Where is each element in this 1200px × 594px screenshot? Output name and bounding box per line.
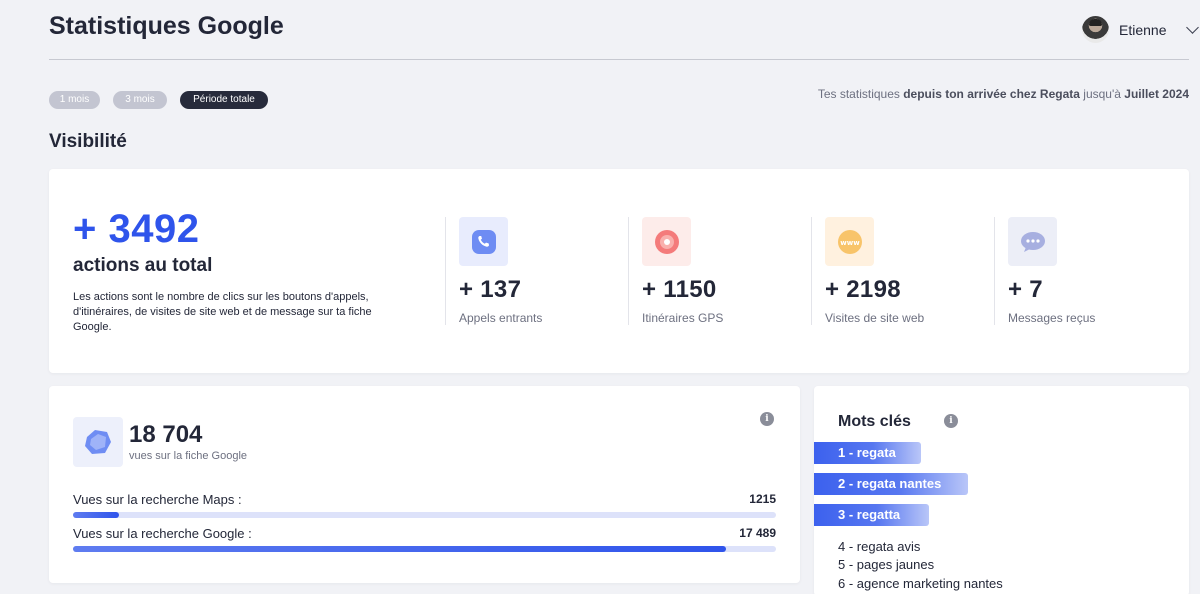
user-menu[interactable]: Etienne xyxy=(1082,16,1200,43)
metric-website-label: Visites de site web xyxy=(825,311,925,325)
filter-total-period-button[interactable]: Période totale xyxy=(180,91,268,109)
metric-gps-value: + 1150 xyxy=(642,276,717,303)
total-actions-description: Les actions sont le nombre de clics sur … xyxy=(73,291,372,333)
phone-icon xyxy=(459,217,508,266)
views-google-row: Vues sur la recherche Google : 17 489 xyxy=(73,526,776,552)
google-profile-icon xyxy=(73,417,123,467)
section-title-visibility: Visibilité xyxy=(49,131,127,152)
views-maps-progress xyxy=(73,512,776,518)
views-total-value: 18 704 xyxy=(129,421,203,448)
metric-gps-label: Itinéraires GPS xyxy=(642,311,724,325)
actions-card: + 3492 actions au total Les actions sont… xyxy=(49,169,1189,373)
views-total-label: vues sur la fiche Google xyxy=(129,450,248,462)
filter-1-month-button[interactable]: 1 mois xyxy=(49,91,100,109)
period-note-date: Juillet 2024 xyxy=(1124,87,1189,101)
views-google-label: Vues sur la recherche Google : xyxy=(73,526,252,541)
views-maps-value: 1215 xyxy=(749,492,776,506)
metric-website-value: + 2198 xyxy=(825,276,901,303)
metric-messages: + 7 Messages reçus xyxy=(994,217,1174,325)
user-name: Etienne xyxy=(1119,21,1167,38)
keyword-item: 6 - agence marketing nantes xyxy=(838,576,1003,591)
period-note-highlight: depuis ton arrivée chez Regata xyxy=(903,87,1080,101)
page-title: Statistiques Google xyxy=(49,12,284,40)
keyword-item: 3 - regatta xyxy=(814,504,929,526)
period-note-middle: jusqu'à xyxy=(1079,87,1125,101)
message-icon xyxy=(1008,217,1057,266)
filter-3-months-button[interactable]: 3 mois xyxy=(113,91,167,109)
metric-calls-value: + 137 xyxy=(459,276,522,303)
info-icon[interactable]: i xyxy=(760,412,774,426)
metric-messages-value: + 7 xyxy=(1008,276,1043,303)
views-google-value: 17 489 xyxy=(739,526,776,540)
metric-gps: + 1150 Itinéraires GPS xyxy=(628,217,808,325)
keyword-item: 5 - pages jaunes xyxy=(838,557,935,572)
metric-calls: + 137 Appels entrants xyxy=(445,217,625,325)
metric-website: www + 2198 Visites de site web xyxy=(811,217,991,325)
avatar xyxy=(1082,16,1109,43)
www-icon: www xyxy=(825,217,874,266)
keyword-item: 1 - regata xyxy=(814,442,921,464)
views-maps-label: Vues sur la recherche Maps : xyxy=(73,492,242,507)
keyword-item: 2 - regata nantes xyxy=(814,473,968,495)
period-note: Tes statistiques depuis ton arrivée chez… xyxy=(818,87,1189,101)
views-google-progress-fill xyxy=(73,546,727,552)
keywords-card: Mots clés i 1 - regata 2 - regata nantes… xyxy=(814,386,1189,594)
metric-calls-label: Appels entrants xyxy=(459,311,543,325)
total-actions-label: actions au total xyxy=(73,255,213,276)
metric-messages-label: Messages reçus xyxy=(1008,311,1096,325)
period-note-prefix: Tes statistiques xyxy=(817,87,904,101)
views-maps-row: Vues sur la recherche Maps : 1215 xyxy=(73,492,776,518)
views-google-progress xyxy=(73,546,776,552)
keyword-item: 4 - regata avis xyxy=(838,539,921,554)
total-actions-value: + 3492 xyxy=(73,207,200,251)
svg-text:www: www xyxy=(840,239,860,247)
info-icon[interactable]: i xyxy=(944,414,958,428)
keywords-title: Mots clés xyxy=(838,413,911,430)
header-divider xyxy=(49,59,1189,60)
views-maps-progress-fill xyxy=(73,512,119,518)
views-card: 18 704 vues sur la fiche Google i Vues s… xyxy=(49,386,800,583)
gps-pin-icon xyxy=(642,217,691,266)
chevron-down-icon[interactable] xyxy=(1186,20,1200,34)
